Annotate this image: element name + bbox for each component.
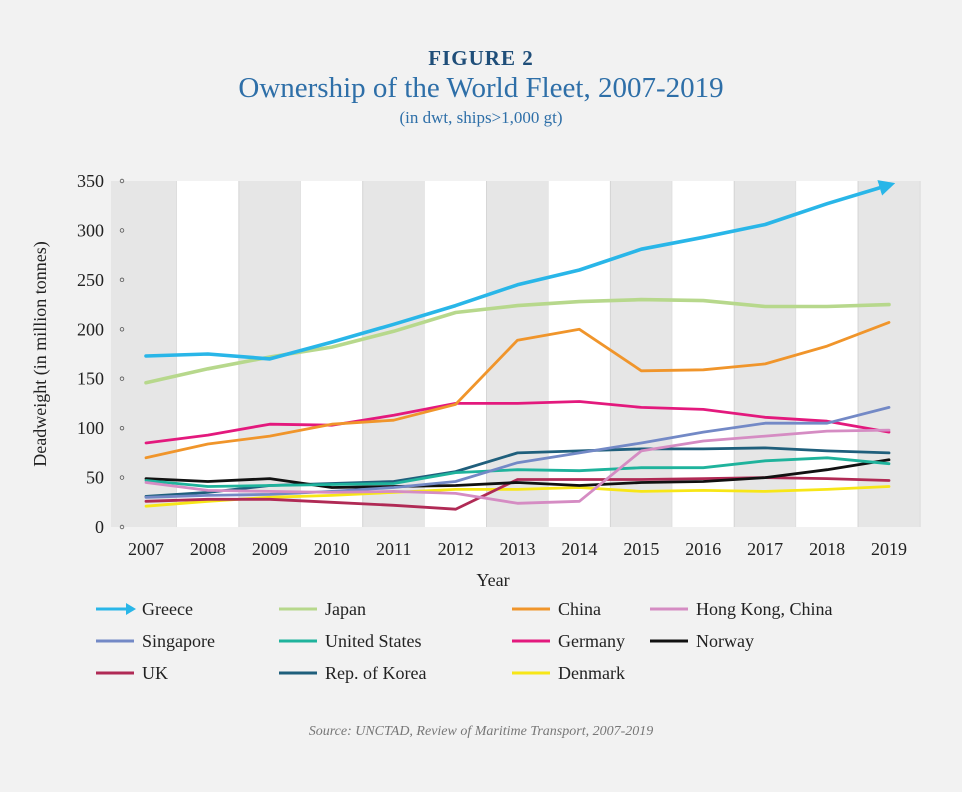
x-tick-label: 2018 [809, 539, 845, 559]
x-tick-label: 2010 [314, 539, 350, 559]
chart-title: Ownership of the World Fleet, 2007-2019 [238, 72, 724, 104]
series-line-united-states [144, 456, 891, 488]
x-tick-label: 2015 [623, 539, 659, 559]
y-tick-label: 150 [77, 369, 104, 389]
grid-band [424, 181, 487, 527]
y-tick-label: 0 [95, 517, 104, 537]
legend-swatch [512, 639, 550, 643]
legend-label: China [558, 598, 601, 619]
series-line-singapore [144, 405, 891, 499]
legend-item-uk: UK [94, 661, 277, 685]
y-tick-mark [119, 524, 125, 530]
series-line-norway [144, 458, 891, 489]
x-tick-label: 2009 [252, 539, 288, 559]
legend-swatch [279, 671, 317, 675]
y-tick-mark [119, 178, 125, 184]
y-tick-label: 300 [77, 220, 104, 240]
legend-label: Germany [558, 630, 625, 651]
chart-legend: Greece Japan China Hong Kong, China Singapor… [94, 597, 954, 685]
y-tick-label: 100 [77, 418, 104, 438]
legend-swatch [650, 607, 688, 611]
y-tick-mark [119, 376, 125, 381]
legend-label: Greece [142, 598, 193, 619]
series-line-japan [144, 297, 891, 385]
legend-item-greece: Greece [94, 597, 277, 621]
legend-swatch [96, 671, 134, 675]
y-tick-label: 200 [77, 319, 104, 339]
series-line-denmark [144, 485, 891, 508]
legend-item-china: China [510, 597, 648, 621]
legend-item-hong-kong-china: Hong Kong, China [648, 597, 898, 621]
legend-swatch [279, 639, 317, 643]
legend-swatch [650, 639, 688, 643]
legend-label: United States [325, 630, 422, 651]
source-note: Source: UNCTAD, Review of Maritime Trans… [308, 724, 654, 739]
series-line-germany [144, 400, 891, 445]
series-line-china [144, 320, 891, 460]
x-tick-label: 2008 [190, 539, 226, 559]
line-chart: 0 50 100 150 200 250 300 350 2007 2008 2009 2010 201… [30, 171, 921, 590]
chart-subtitle: (in dwt, ships>1,000 gt) [399, 108, 563, 127]
legend-item-united-states: United States [277, 629, 510, 653]
grid-band [548, 181, 611, 527]
y-tick-mark [119, 425, 125, 431]
legend-label: Hong Kong, China [696, 598, 833, 619]
legend-label: Japan [325, 598, 366, 619]
legend-swatch [96, 639, 134, 643]
legend-swatch [512, 607, 550, 611]
figure-label: FIGURE 2 [428, 46, 534, 70]
legend-item-singapore: Singapore [94, 629, 277, 653]
x-tick-label: 2019 [871, 539, 907, 559]
grid-band [796, 181, 859, 527]
y-tick-mark [119, 228, 125, 233]
grid-band [300, 181, 363, 527]
x-tick-label: 2014 [561, 539, 597, 559]
legend-label: Singapore [142, 630, 215, 651]
legend-label: UK [142, 662, 168, 683]
series-line-greece [144, 180, 896, 361]
x-tick-label: 2017 [747, 539, 783, 559]
x-tick-label: 2012 [438, 539, 474, 559]
y-tick-label: 50 [86, 468, 104, 488]
y-tick-label: 350 [77, 171, 104, 191]
x-axis-title: Year [476, 570, 509, 590]
y-tick-label: 250 [77, 270, 104, 290]
legend-item-denmark: Denmark [510, 661, 648, 685]
x-tick-label: 2016 [685, 539, 721, 559]
y-tick-mark [119, 475, 125, 480]
legend-swatch [96, 603, 136, 615]
x-tick-label: 2007 [128, 539, 164, 559]
y-axis-title: Deadweight (in million tonnes) [30, 241, 51, 466]
y-tick-mark [119, 277, 125, 283]
legend-item-rep-of-korea: Rep. of Korea [277, 661, 510, 685]
x-tick-label: 2011 [376, 539, 411, 559]
x-tick-label: 2013 [500, 539, 536, 559]
legend-swatch [279, 607, 317, 611]
legend-label: Rep. of Korea [325, 662, 427, 683]
legend-item-japan: Japan [277, 597, 510, 621]
y-tick-mark [119, 327, 125, 332]
legend-label: Norway [696, 630, 754, 651]
legend-item-norway: Norway [648, 629, 898, 653]
legend-label: Denmark [558, 662, 625, 683]
series-line-hong-kong-china [144, 428, 891, 505]
legend-item-germany: Germany [510, 629, 648, 653]
legend-swatch [512, 671, 550, 675]
